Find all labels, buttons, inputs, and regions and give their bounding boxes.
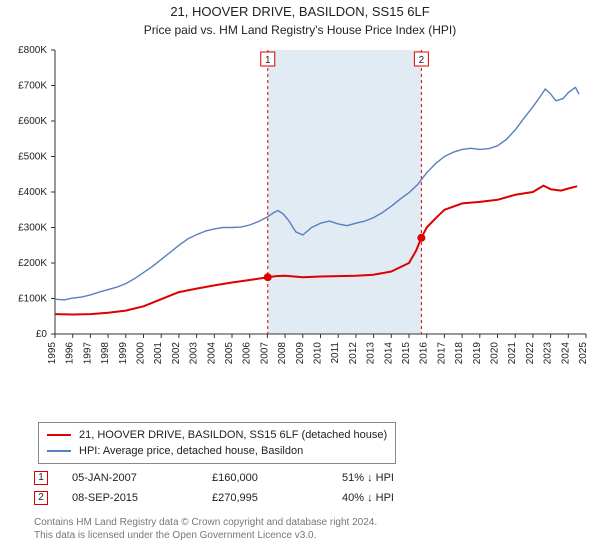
page: { "title_line1": "21, HOOVER DRIVE, BASI… <box>0 0 600 560</box>
svg-text:£800K: £800K <box>18 45 47 56</box>
sale-hpi-delta: 40% ↓ HPI <box>342 492 462 504</box>
sale-date: 05-JAN-2007 <box>72 472 212 484</box>
legend-label: 21, HOOVER DRIVE, BASILDON, SS15 6LF (de… <box>79 429 387 441</box>
svg-text:1996: 1996 <box>65 342 76 365</box>
legend-row: HPI: Average price, detached house, Basi… <box>47 443 387 459</box>
svg-text:2013: 2013 <box>366 342 377 365</box>
svg-text:2011: 2011 <box>330 342 341 364</box>
svg-text:£500K: £500K <box>18 152 47 163</box>
svg-text:2008: 2008 <box>277 342 288 365</box>
sale-price: £270,995 <box>212 492 342 504</box>
line-chart: £0 £100K £200K £300K £400K £500K £600K £700K £80… <box>0 42 600 412</box>
chart-titles: 21, HOOVER DRIVE, BASILDON, SS15 6LF Pri… <box>0 0 600 38</box>
legend-label: HPI: Average price, detached house, Basi… <box>79 445 303 457</box>
svg-text:2: 2 <box>419 55 425 66</box>
svg-text:1995: 1995 <box>47 342 58 365</box>
sale-index-box: 2 <box>34 491 48 505</box>
svg-text:£400K: £400K <box>18 187 47 198</box>
svg-text:2025: 2025 <box>578 342 589 365</box>
svg-text:2019: 2019 <box>472 342 483 365</box>
svg-text:£700K: £700K <box>18 81 47 92</box>
svg-text:2009: 2009 <box>295 342 306 365</box>
svg-text:2001: 2001 <box>153 342 164 365</box>
svg-text:2022: 2022 <box>525 342 536 365</box>
sale-row: 2 08-SEP-2015 £270,995 40% ↓ HPI <box>34 488 564 508</box>
sale-row: 1 05-JAN-2007 £160,000 51% ↓ HPI <box>34 468 564 488</box>
svg-text:2023: 2023 <box>543 342 554 365</box>
svg-text:2005: 2005 <box>224 342 235 365</box>
sale-index-box: 1 <box>34 471 48 485</box>
svg-text:1997: 1997 <box>82 342 93 365</box>
sales-table: 1 05-JAN-2007 £160,000 51% ↓ HPI 2 08-SE… <box>34 468 564 508</box>
svg-text:2010: 2010 <box>313 342 324 365</box>
legend-swatch <box>47 450 71 452</box>
svg-text:2014: 2014 <box>383 342 394 365</box>
legend-row: 21, HOOVER DRIVE, BASILDON, SS15 6LF (de… <box>47 427 387 443</box>
svg-text:2006: 2006 <box>242 342 253 365</box>
chart-area: £0 £100K £200K £300K £400K £500K £600K £700K £80… <box>0 42 600 412</box>
svg-text:2020: 2020 <box>490 342 501 365</box>
svg-text:2007: 2007 <box>259 342 270 365</box>
svg-text:2004: 2004 <box>206 342 217 365</box>
sale-price: £160,000 <box>212 472 342 484</box>
svg-text:£600K: £600K <box>18 116 47 127</box>
svg-text:1999: 1999 <box>118 342 129 365</box>
address-title: 21, HOOVER DRIVE, BASILDON, SS15 6LF <box>0 4 600 20</box>
svg-text:2000: 2000 <box>136 342 147 365</box>
svg-text:2024: 2024 <box>560 342 571 365</box>
footer-line: Contains HM Land Registry data © Crown c… <box>34 516 564 529</box>
legend: 21, HOOVER DRIVE, BASILDON, SS15 6LF (de… <box>38 422 396 464</box>
svg-text:£200K: £200K <box>18 258 47 269</box>
sale-date: 08-SEP-2015 <box>72 492 212 504</box>
svg-text:2012: 2012 <box>348 342 359 365</box>
svg-text:2002: 2002 <box>171 342 182 365</box>
legend-swatch <box>47 434 71 436</box>
sale-hpi-delta: 51% ↓ HPI <box>342 472 462 484</box>
svg-text:2003: 2003 <box>189 342 200 365</box>
svg-text:2016: 2016 <box>419 342 430 365</box>
svg-text:£300K: £300K <box>18 223 47 234</box>
subtitle: Price paid vs. HM Land Registry's House … <box>0 22 600 38</box>
svg-text:2015: 2015 <box>401 342 412 365</box>
svg-text:1: 1 <box>265 55 271 66</box>
svg-text:1998: 1998 <box>100 342 111 365</box>
footer-line: This data is licensed under the Open Gov… <box>34 529 564 542</box>
svg-text:2017: 2017 <box>436 342 447 365</box>
svg-text:2021: 2021 <box>507 342 518 365</box>
footer-attribution: Contains HM Land Registry data © Crown c… <box>34 516 564 542</box>
svg-text:£100K: £100K <box>18 294 47 305</box>
svg-text:£0: £0 <box>36 329 48 340</box>
svg-text:2018: 2018 <box>454 342 465 365</box>
